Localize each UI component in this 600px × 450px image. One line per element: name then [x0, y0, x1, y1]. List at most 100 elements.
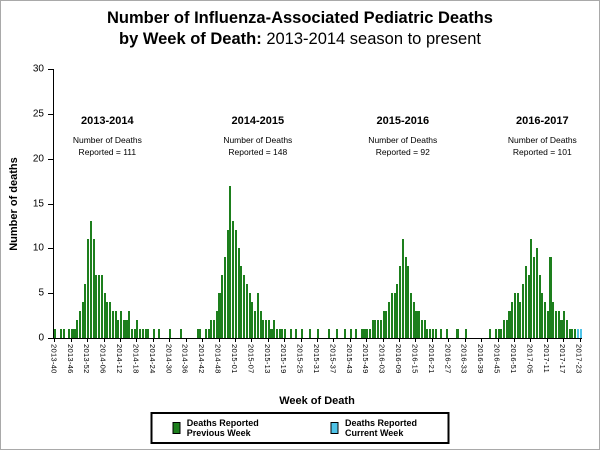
x-tick-label: 2014-30 — [164, 344, 174, 374]
x-tick-mark — [546, 338, 548, 342]
bar-previous-week — [396, 284, 399, 338]
x-tick-label: 2014-06 — [98, 344, 108, 374]
bar-previous-week — [368, 329, 372, 338]
bar-previous-week — [262, 320, 265, 338]
x-tick-label: 2016-09 — [394, 344, 404, 374]
x-tick-mark — [120, 338, 122, 342]
bar-previous-week — [95, 275, 98, 338]
bar-previous-week — [84, 284, 87, 338]
bar-previous-week — [100, 275, 103, 338]
legend-swatch-icon — [172, 422, 181, 434]
bar-previous-week — [144, 329, 147, 338]
bar-previous-week — [366, 329, 369, 338]
bar-previous-week — [308, 329, 311, 338]
bar-previous-week — [109, 302, 112, 338]
bar-previous-week — [316, 329, 320, 338]
x-tick-label: 2016-15 — [410, 344, 420, 374]
bar-previous-week — [502, 320, 506, 338]
y-tick-label: 15 — [32, 198, 44, 209]
bar-previous-week — [371, 320, 374, 338]
x-tick-mark — [185, 338, 187, 342]
x-tick-mark — [267, 338, 269, 342]
season-deaths-note: Number of Deaths Reported = 148 — [223, 135, 293, 157]
bar-previous-week — [221, 275, 224, 338]
bar-previous-week — [136, 320, 139, 338]
x-tick-mark — [349, 338, 351, 342]
bar-previous-week — [89, 221, 92, 338]
x-tick-mark — [251, 338, 253, 342]
season-annotation: 2016-2017 Number of Deaths Reported = 101 — [508, 115, 577, 159]
x-tick-mark — [382, 338, 384, 342]
bar-previous-week — [204, 329, 207, 338]
bar-previous-week — [218, 293, 221, 338]
bar-previous-week — [360, 329, 363, 338]
bar-previous-week — [147, 329, 150, 338]
bar-previous-week — [106, 302, 109, 338]
legend-swatch-icon — [330, 422, 339, 434]
x-tick-mark — [300, 338, 302, 342]
bar-previous-week — [98, 275, 101, 338]
bar-previous-week — [363, 329, 366, 338]
bar-previous-week — [549, 257, 552, 338]
y-tick-mark — [48, 293, 53, 295]
x-tick-mark — [431, 338, 433, 342]
bar-previous-week — [538, 275, 541, 338]
bar-previous-week — [251, 302, 254, 338]
bar-previous-week — [327, 329, 330, 338]
x-tick-label: 2017-11 — [541, 344, 551, 374]
bar-previous-week — [377, 320, 380, 338]
y-tick-mark — [48, 69, 53, 70]
x-tick-mark — [448, 338, 450, 342]
bar-previous-week — [349, 329, 352, 338]
bar-previous-week — [300, 329, 303, 338]
bar-previous-week — [557, 311, 560, 338]
x-axis: 2013-40 2013-46 2013-52 2014-06 2014-12 2014-… — [49, 338, 584, 392]
x-tick-label: 2015-19 — [279, 344, 289, 374]
chart-title-line2: by Week of Death: 2013-2014 season to pr… — [1, 29, 599, 50]
season-deaths-note: Number of Deaths Reported = 92 — [368, 135, 438, 157]
bar-previous-week — [76, 320, 79, 338]
y-tick-label: 5 — [38, 287, 44, 299]
x-tick-mark — [87, 338, 89, 342]
bar-previous-week — [248, 293, 251, 338]
bar-previous-week — [119, 311, 123, 338]
x-tick-label: 2016-21 — [426, 344, 436, 374]
bar-previous-week — [571, 329, 574, 338]
bar-previous-week — [81, 302, 84, 338]
bar-previous-week — [295, 329, 298, 338]
x-tick-label: 2017-17 — [558, 344, 568, 374]
bar-current-week — [576, 329, 579, 338]
bar-previous-week — [54, 329, 57, 338]
x-tick-label: 2014-42 — [197, 344, 207, 374]
bar-previous-week — [73, 329, 76, 338]
x-tick-mark — [54, 338, 56, 342]
bar-previous-week — [426, 329, 429, 338]
x-tick-label: 2016-39 — [476, 344, 486, 374]
bar-previous-week — [158, 329, 161, 338]
season-name: 2014-2015 — [231, 115, 285, 127]
x-tick-mark — [284, 338, 286, 342]
x-tick-label: 2017-23 — [574, 344, 584, 374]
bar-previous-week — [374, 320, 377, 338]
bar-previous-week — [407, 266, 410, 338]
bar-previous-week — [229, 185, 232, 338]
x-tick-label: 2015-01 — [229, 344, 239, 374]
plot-area: 2013-2014 Number of Deaths Reported = 111 2… — [53, 69, 582, 339]
y-tick-mark — [48, 338, 53, 339]
x-tick-label: 2014-18 — [131, 344, 141, 374]
bar-previous-week — [213, 320, 216, 338]
bar-previous-week — [379, 320, 382, 338]
bar-previous-week — [273, 320, 276, 338]
bar-previous-week — [524, 266, 527, 338]
x-tick-mark — [136, 338, 138, 342]
bar-previous-week — [232, 221, 235, 338]
bar-previous-week — [128, 311, 131, 338]
bar-previous-week — [464, 329, 467, 338]
bar-previous-week — [544, 302, 547, 338]
x-tick-mark — [399, 338, 401, 342]
bar-previous-week — [423, 320, 426, 338]
bar-previous-week — [390, 293, 393, 338]
bar-previous-week — [68, 329, 71, 338]
x-tick-mark — [366, 338, 368, 342]
